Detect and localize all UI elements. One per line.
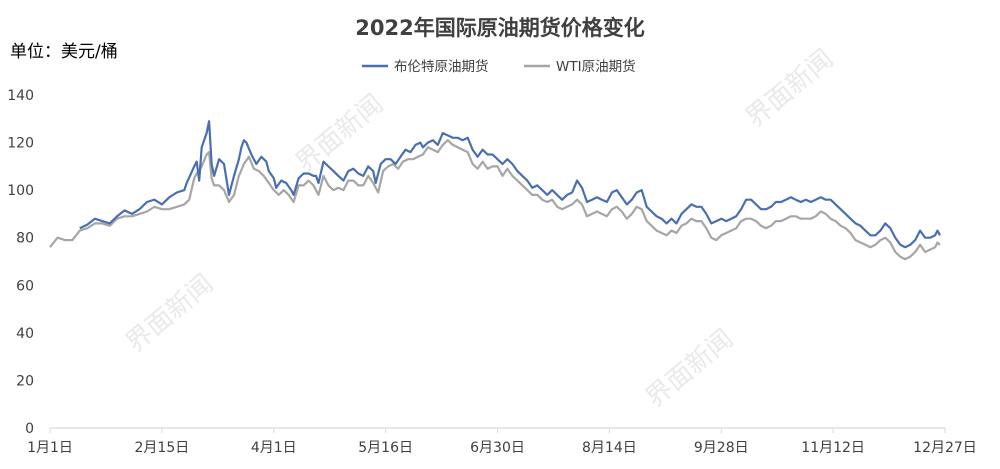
x-tick-label: 5月16日	[358, 440, 413, 456]
x-tick-label: 1月1日	[27, 440, 73, 456]
x-tick-label: 6月30日	[470, 440, 525, 456]
chart-title: 2022年国际原油期货价格变化	[355, 16, 645, 40]
y-tick-label: 0	[25, 421, 34, 437]
y-tick-label: 40	[16, 326, 34, 342]
x-tick-label: 9月28日	[694, 440, 749, 456]
x-tick-label: 12月27日	[913, 440, 977, 456]
y-tick-label: 120	[7, 136, 34, 152]
y-tick-label: 20	[16, 373, 34, 389]
x-tick-label: 11月12日	[801, 440, 865, 456]
y-tick-label: 60	[16, 278, 34, 294]
y-tick-label: 140	[7, 88, 34, 104]
chart-legend: 布伦特原油期货 WTI原油期货	[362, 58, 636, 75]
watermark-text: 界面新闻	[740, 44, 839, 134]
watermark-text: 界面新闻	[640, 324, 739, 414]
y-tick-label: 80	[16, 231, 34, 247]
y-tick-label: 100	[7, 183, 34, 199]
brent-line	[79, 120, 941, 249]
x-tick-label: 4月1日	[251, 440, 297, 456]
x-tick-label: 8月14日	[582, 440, 637, 456]
chart-series	[49, 120, 941, 261]
chart-axes: 1月1日 2月15日 4月1日 5月16日 6月30日 8月14日 9月28日 11月12日 1…	[7, 88, 977, 456]
legend-brent-label: 布伦特原油期货	[394, 58, 489, 75]
wti-line	[49, 139, 941, 261]
x-tick-label: 2月15日	[135, 440, 190, 456]
legend-wti-label: WTI原油期货	[556, 58, 636, 75]
watermark-text: 界面新闻	[120, 269, 219, 359]
unit-label: 单位：美元/桶	[10, 42, 118, 62]
watermark-text: 界面新闻	[290, 89, 389, 179]
